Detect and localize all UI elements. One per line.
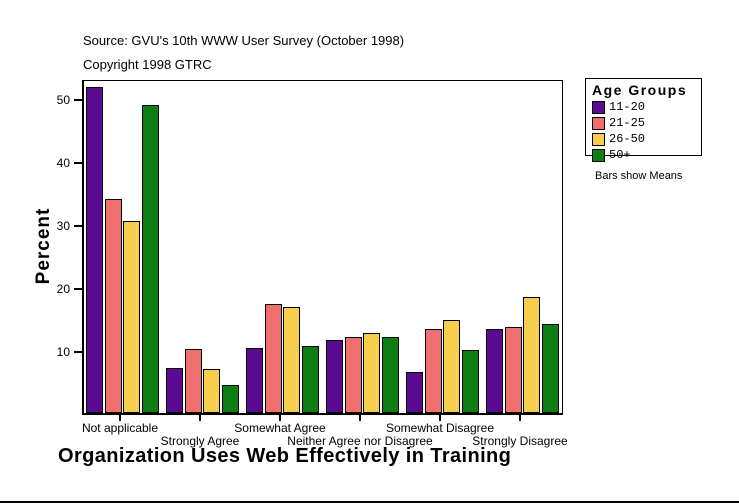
- legend-label: 50+: [609, 148, 631, 162]
- bar: [185, 349, 202, 413]
- x-tick-mark: [279, 415, 281, 421]
- y-tick-label: 20: [56, 282, 70, 297]
- y-tick-label: 30: [56, 219, 70, 234]
- legend-entry: 26-50: [586, 131, 701, 147]
- x-category-label: Not applicable: [81, 421, 159, 435]
- legend-entry: 50+: [586, 147, 701, 163]
- y-tick-mark: [74, 225, 82, 228]
- legend-note: Bars show Means: [595, 170, 683, 182]
- legend-label: 11-20: [609, 100, 646, 114]
- bar: [166, 368, 183, 413]
- bar: [462, 350, 479, 413]
- x-tick-mark: [359, 415, 361, 421]
- chart-title: Organization Uses Web Effectively in Tra…: [58, 445, 512, 467]
- x-tick-mark: [199, 415, 201, 421]
- bar: [486, 329, 503, 413]
- bar: [302, 346, 319, 413]
- legend-swatch: [592, 100, 605, 114]
- bar: [86, 87, 103, 413]
- bar: [345, 337, 362, 413]
- legend-label: 21-25: [609, 116, 646, 130]
- y-tick-label: 10: [56, 345, 70, 360]
- bar: [105, 199, 122, 413]
- bars-container: [84, 81, 562, 413]
- legend-entry: 11-20: [586, 99, 701, 115]
- bar: [142, 105, 159, 413]
- x-tick-mark: [439, 415, 441, 421]
- plot-area: [82, 80, 563, 415]
- bar: [222, 385, 239, 413]
- bar: [406, 372, 423, 413]
- bar: [425, 329, 442, 413]
- bar: [203, 369, 220, 413]
- source-text: Source: GVU's 10th WWW User Survey (Octo…: [83, 33, 405, 48]
- y-tick-mark: [74, 288, 82, 291]
- x-category-label: Strongly Disagree: [472, 434, 568, 448]
- x-category-label: Somewhat Disagree: [385, 421, 495, 435]
- bar: [505, 327, 522, 413]
- legend-swatch: [592, 116, 605, 130]
- bar: [265, 304, 282, 413]
- bar: [283, 307, 300, 413]
- x-tick-mark: [519, 415, 521, 421]
- x-category-label: Neither Agree nor Disagree: [287, 434, 433, 448]
- bar: [123, 221, 140, 413]
- legend-entries: 11-20 21-25 26-50 50+: [586, 99, 701, 163]
- y-tick-label: 50: [56, 93, 70, 108]
- bottom-rule: [0, 501, 739, 503]
- legend-title: Age Groups: [592, 82, 688, 98]
- x-tick-mark: [119, 415, 121, 421]
- bar: [246, 348, 263, 413]
- legend-swatch: [592, 148, 605, 162]
- x-category-label: Strongly Agree: [160, 434, 240, 448]
- y-tick-label: 40: [56, 156, 70, 171]
- bar: [542, 324, 559, 413]
- bar: [382, 337, 399, 413]
- y-tick-mark: [74, 99, 82, 102]
- legend-label: 26-50: [609, 132, 646, 146]
- bar: [363, 333, 380, 413]
- bar: [443, 320, 460, 413]
- legend-entry: 21-25: [586, 115, 701, 131]
- copyright-text: Copyright 1998 GTRC: [83, 57, 212, 72]
- y-tick-mark: [74, 351, 82, 354]
- y-tick-mark: [74, 162, 82, 165]
- bar: [523, 297, 540, 413]
- x-category-label: Somewhat Agree: [234, 421, 326, 435]
- legend-swatch: [592, 132, 605, 146]
- legend-box: Age Groups 11-20 21-25 26-50 50+: [585, 78, 702, 162]
- bar: [326, 340, 343, 413]
